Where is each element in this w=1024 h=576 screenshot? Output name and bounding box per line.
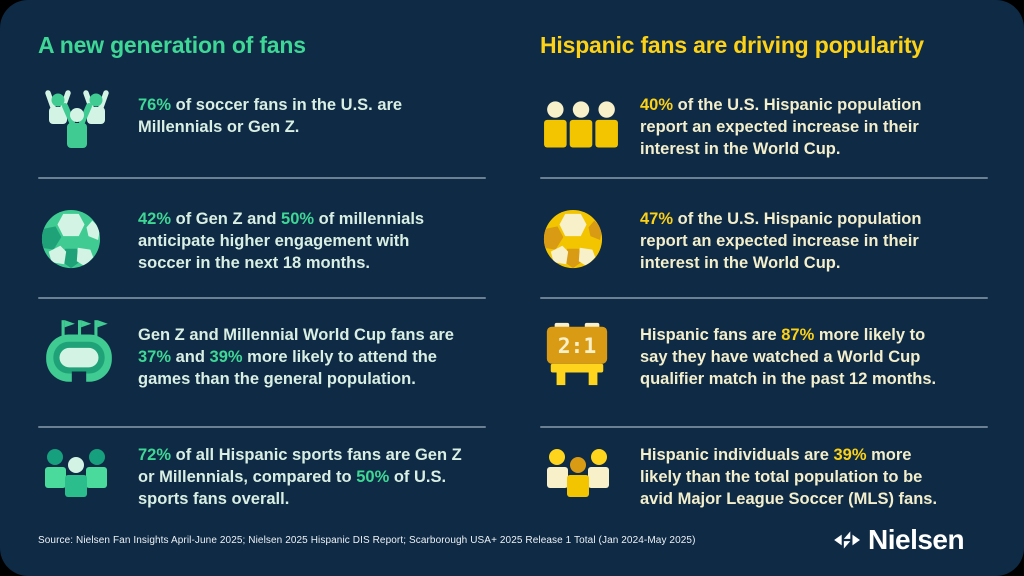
stat-highlight: 37%	[138, 348, 172, 366]
stat-body: of Gen Z and	[171, 210, 282, 228]
stat-text: 40% of the U.S. Hispanic population repo…	[640, 86, 990, 160]
stat-body: Hispanic fans are	[640, 326, 782, 344]
stat-body: Gen Z and Millennial World Cup fans are	[138, 326, 454, 344]
stat-row: 40% of the U.S. Hispanic population repo…	[540, 86, 990, 160]
stat-highlight: 39%	[833, 446, 867, 464]
stat-highlight: 42%	[138, 210, 172, 228]
stat-body: more likely than the total population to…	[640, 446, 938, 508]
stat-text: Hispanic fans are 87% more likely to say…	[640, 316, 990, 390]
stat-body: Hispanic individuals are	[640, 446, 834, 464]
stat-body: of soccer fans in the U.S. are Millennia…	[138, 96, 403, 136]
stat-highlight: 76%	[138, 96, 172, 114]
stat-row: Hispanic individuals are 39% more likely…	[540, 436, 990, 510]
stat-highlight: 39%	[209, 348, 243, 366]
stat-body: of the U.S. Hispanic population report a…	[640, 210, 922, 272]
scoreboard-score: 2:1	[558, 334, 597, 359]
stat-body: more likely to attend the games than the…	[138, 348, 437, 388]
nielsen-wordmark: Nielsen	[868, 524, 965, 555]
stat-row: Gen Z and Millennial World Cup fans are …	[38, 316, 488, 390]
stat-body: and	[171, 348, 210, 366]
soccer-ball-icon	[41, 209, 101, 269]
stat-highlight: 47%	[640, 210, 674, 228]
stat-highlight: 50%	[281, 210, 315, 228]
stat-row: 47% of the U.S. Hispanic population repo…	[540, 200, 990, 274]
scoreboard-icon: 2:1	[546, 322, 608, 386]
stat-text: Hispanic individuals are 39% more likely…	[640, 436, 990, 510]
people-mixed-icon	[547, 449, 609, 497]
stat-body: of all Hispanic sports fans are Gen Z or…	[138, 446, 462, 486]
stat-row: 72% of all Hispanic sports fans are Gen …	[38, 436, 488, 510]
stat-highlight: 72%	[138, 446, 172, 464]
stat-highlight: 40%	[640, 96, 674, 114]
stat-text: 47% of the U.S. Hispanic population repo…	[640, 200, 990, 274]
left-column-title: A new generation of fans	[38, 32, 306, 58]
divider	[540, 297, 988, 299]
stat-text: Gen Z and Millennial World Cup fans are …	[138, 316, 488, 390]
source-note: Source: Nielsen Fan Insights April-June …	[38, 535, 696, 546]
stat-row: 42% of Gen Z and 50% of millennials anti…	[38, 200, 488, 274]
fans-icon	[45, 90, 109, 148]
divider	[38, 297, 486, 299]
audience-row-icon	[544, 101, 618, 148]
stat-highlight: 87%	[781, 326, 815, 344]
stat-body: of millennials anticipate higher engagem…	[138, 210, 425, 272]
divider	[540, 177, 988, 179]
divider	[38, 426, 486, 428]
people-group-icon	[45, 449, 107, 497]
divider	[540, 426, 988, 428]
soccer-ball-yellow-icon	[543, 209, 603, 269]
divider	[38, 177, 486, 179]
stadium-icon	[46, 320, 112, 386]
stat-body: more likely to say they have watched a W…	[640, 326, 937, 388]
nielsen-mark-icon	[834, 531, 860, 549]
stat-body: of the U.S. Hispanic population report a…	[640, 96, 922, 158]
stat-text: 76% of soccer fans in the U.S. are Mille…	[138, 86, 488, 138]
stat-row: 76% of soccer fans in the U.S. are Mille…	[38, 86, 488, 150]
stat-row: 2:1 Hispanic fans are 87% more likely to…	[540, 316, 990, 390]
stat-text: 72% of all Hispanic sports fans are Gen …	[138, 436, 488, 510]
stat-highlight: 50%	[356, 468, 390, 486]
stat-body: of U.S. sports fans overall.	[138, 468, 447, 508]
nielsen-logo: Nielsen	[832, 524, 965, 556]
right-column-title: Hispanic fans are driving popularity	[540, 32, 924, 58]
stat-text: 42% of Gen Z and 50% of millennials anti…	[138, 200, 488, 274]
